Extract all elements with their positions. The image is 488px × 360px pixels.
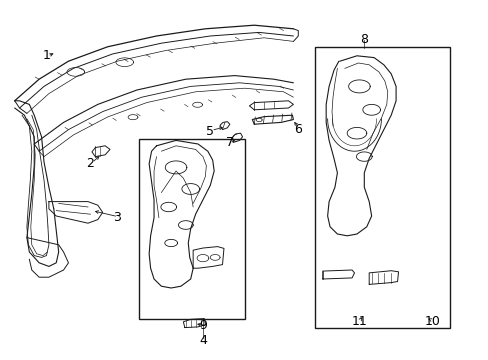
Text: 4: 4	[199, 334, 206, 347]
Text: 7: 7	[225, 136, 233, 149]
Text: 11: 11	[351, 315, 366, 328]
Text: 5: 5	[206, 125, 214, 138]
Text: 6: 6	[294, 123, 302, 136]
Text: 8: 8	[360, 33, 367, 46]
Text: 3: 3	[113, 211, 121, 224]
Bar	[315, 47, 449, 328]
Text: 2: 2	[86, 157, 94, 170]
Text: 9: 9	[199, 319, 206, 332]
Text: 1: 1	[42, 49, 50, 62]
Text: 10: 10	[424, 315, 440, 328]
Bar	[139, 139, 244, 319]
